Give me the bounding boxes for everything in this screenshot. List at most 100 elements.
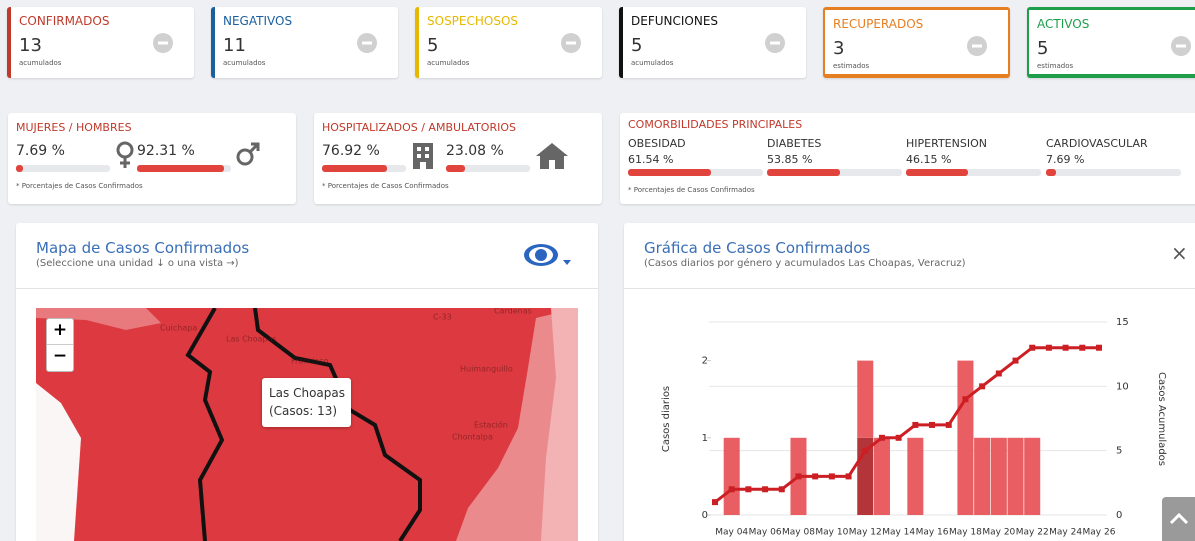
- bar: [990, 437, 1007, 515]
- ratio-icon: [116, 141, 134, 168]
- comorbidity-track: [906, 169, 1041, 176]
- ratio-bar: [137, 165, 224, 172]
- stat-note: estimados: [1037, 62, 1074, 70]
- y2-tick-label: 0: [1116, 510, 1122, 521]
- line-marker: [979, 383, 986, 390]
- stat-icon: [357, 33, 377, 53]
- stat-label: DEFUNCIONES: [631, 14, 719, 28]
- ratio-note: * Porcentajes de Casos Confirmados: [322, 182, 449, 190]
- line-marker: [712, 499, 718, 506]
- map-place-label: Las Choapas: [226, 335, 277, 344]
- bar: [1007, 437, 1024, 515]
- y-tick-label: 1: [702, 433, 708, 444]
- comorbidity-title: COMORBILIDADES PRINCIPALES: [628, 118, 803, 131]
- stat-card: ACTIVOS 5 estimados: [1027, 7, 1195, 78]
- chart-subtitle: (Casos diarios por género y acumulados L…: [644, 258, 966, 269]
- map-place-label: Francisco: [291, 357, 328, 366]
- chart-title: Gráfica de Casos Confirmados: [644, 239, 871, 257]
- line-marker: [1029, 344, 1036, 351]
- stat-note: acumulados: [427, 59, 470, 67]
- stat-card: NEGATIVOS 11 acumulados: [211, 7, 398, 78]
- x-tick-label: May 22: [1016, 528, 1049, 538]
- x-tick-label: May 10: [815, 528, 848, 538]
- stat-icon: [561, 33, 581, 53]
- line-marker: [828, 473, 835, 480]
- zoom-control: + −: [46, 318, 74, 372]
- comorbidity-note: * Porcentajes de Casos Confirmados: [628, 186, 755, 194]
- tooltip-cases: (Casos: 13): [269, 404, 338, 418]
- line-marker: [1012, 357, 1019, 364]
- stat-note: acumulados: [19, 59, 62, 67]
- line-marker: [728, 486, 735, 493]
- stat-note: acumulados: [631, 59, 674, 67]
- y-axis-title: Casos diarios: [661, 386, 672, 452]
- stat-value: 13: [19, 35, 42, 56]
- ratio-icon: [536, 143, 568, 169]
- ratio-title: HOSPITALIZADOS / AMBULATORIOS: [322, 121, 516, 134]
- ratio-value: 23.08 %: [446, 143, 504, 159]
- comorbidity-card: COMORBILIDADES PRINCIPALES OBESIDAD 61.54 …: [620, 113, 1195, 204]
- comorbidity-name: CARDIOVASCULAR: [1046, 137, 1148, 150]
- divider: [16, 288, 598, 289]
- zoom-in[interactable]: +: [52, 320, 68, 340]
- view-selector[interactable]: [522, 241, 572, 271]
- stat-value: 5: [427, 35, 439, 56]
- line-marker: [762, 486, 769, 493]
- comorbidity-value: 7.69 %: [1046, 153, 1085, 166]
- zoom-out[interactable]: −: [52, 346, 68, 366]
- stat-value: 5: [631, 35, 643, 56]
- line-marker: [962, 396, 969, 403]
- x-tick-label: May 26: [1083, 528, 1116, 538]
- stat-icon: [1171, 36, 1191, 56]
- close-button[interactable]: ×: [1171, 241, 1188, 265]
- map-place-label: C-33: [433, 313, 452, 322]
- ratio-track: [16, 165, 110, 172]
- bar: [974, 437, 991, 515]
- stat-card: DEFUNCIONES 5 acumulados: [619, 7, 806, 78]
- line-marker: [845, 473, 852, 480]
- x-tick-label: May 06: [749, 528, 782, 538]
- map-subtitle: (Seleccione una unidad ↓ o una vista →): [36, 258, 239, 269]
- ratio-track: [446, 165, 530, 172]
- comorbidity-bar: [906, 169, 969, 176]
- comorbidity-bar: [628, 169, 712, 176]
- stat-icon: [765, 33, 785, 53]
- ratio-icon: [413, 143, 433, 169]
- line-marker: [862, 447, 869, 454]
- map-title: Mapa de Casos Confirmados: [36, 239, 250, 257]
- y2-axis-title: Casos Acumulados: [1156, 372, 1167, 466]
- stat-value: 11: [223, 35, 246, 56]
- chart-panel: Gráfica de Casos Confirmados (Casos diar…: [624, 223, 1195, 541]
- line-marker: [1096, 344, 1102, 351]
- map-tooltip: Las Choapas (Casos: 13): [262, 378, 351, 427]
- comorbidity-track: [1046, 169, 1181, 176]
- bar: [723, 437, 740, 515]
- ratio-note: * Porcentajes de Casos Confirmados: [16, 182, 143, 190]
- bar: [873, 437, 890, 515]
- ratio-bar: [322, 165, 387, 172]
- bar: [857, 360, 874, 438]
- map-place-label: Huimanguillo: [460, 365, 513, 374]
- scroll-top-button[interactable]: [1162, 497, 1195, 541]
- line-marker: [812, 473, 819, 480]
- line-marker: [912, 421, 919, 428]
- comorbidity-bar: [1046, 169, 1057, 176]
- y-tick-label: 0: [702, 510, 708, 521]
- line-marker: [895, 434, 902, 441]
- map-place-label: Estación: [474, 420, 508, 430]
- stat-label: RECUPERADOS: [833, 17, 924, 31]
- stat-note: estimados: [833, 62, 870, 70]
- x-tick-label: May 18: [949, 528, 982, 538]
- map-place-label: Chontalpa: [452, 433, 493, 442]
- stat-label: SOSPECHOSOS: [427, 14, 519, 28]
- y2-tick-label: 5: [1116, 446, 1122, 457]
- stat-label: NEGATIVOS: [223, 14, 293, 28]
- stat-icon: [153, 33, 173, 53]
- line-marker: [1062, 344, 1069, 351]
- y2-tick-label: 15: [1116, 317, 1129, 328]
- y2-tick-label: 10: [1116, 381, 1129, 392]
- stat-label: CONFIRMADOS: [19, 14, 110, 28]
- stat-card: SOSPECHOSOS 5 acumulados: [415, 7, 602, 78]
- bar: [907, 437, 924, 515]
- stat-value: 5: [1037, 38, 1049, 59]
